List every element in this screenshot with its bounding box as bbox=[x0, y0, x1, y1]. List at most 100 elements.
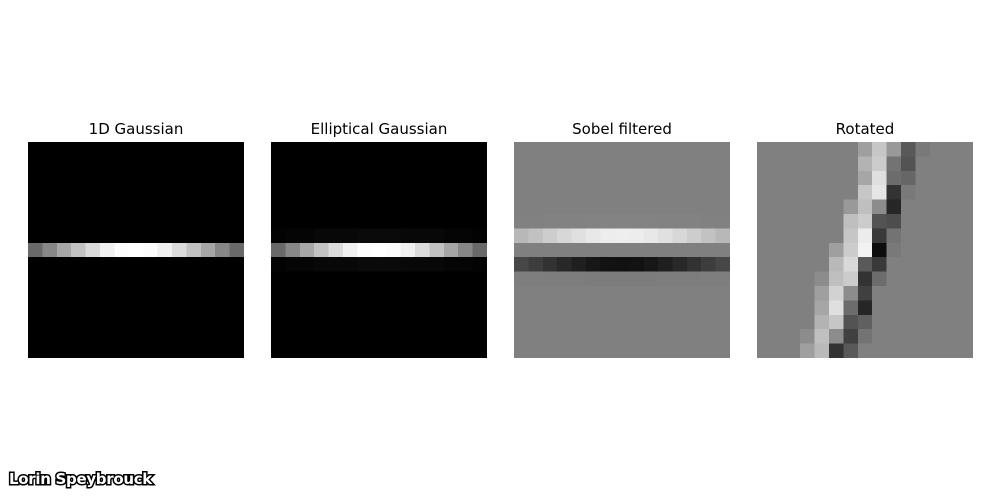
heatmap-cell bbox=[814, 142, 830, 157]
heatmap-cell bbox=[85, 156, 101, 171]
heatmap-cell bbox=[672, 142, 687, 157]
heatmap-cell bbox=[42, 343, 57, 358]
heatmap-cell bbox=[701, 242, 716, 258]
heatmap-cell bbox=[915, 343, 930, 358]
heatmap-cell bbox=[915, 170, 930, 186]
heatmap-cell bbox=[829, 170, 844, 186]
heatmap-cell bbox=[157, 300, 173, 315]
heatmap-cell bbox=[328, 199, 344, 215]
heatmap-cell bbox=[800, 185, 815, 200]
heatmap-cell bbox=[371, 329, 387, 344]
heatmap-cell bbox=[85, 343, 101, 358]
heatmap-cell bbox=[100, 214, 115, 229]
heatmap-cell bbox=[172, 343, 187, 358]
heatmap-cell bbox=[143, 286, 158, 301]
heatmap-cell bbox=[42, 170, 57, 186]
heatmap-cell bbox=[701, 214, 716, 229]
heatmap-cell bbox=[458, 286, 473, 301]
heatmap-cell bbox=[571, 185, 587, 200]
heatmap-cell bbox=[843, 185, 858, 200]
heatmap-cell bbox=[114, 170, 129, 186]
heatmap-cell bbox=[829, 228, 844, 243]
heatmap-cell bbox=[600, 199, 615, 215]
heatmap-cell bbox=[886, 329, 902, 344]
heatmap-cell bbox=[929, 257, 945, 272]
heatmap-cell bbox=[800, 300, 815, 315]
heatmap-cell bbox=[800, 228, 815, 243]
heatmap-cell bbox=[215, 271, 230, 287]
heatmap-cell bbox=[186, 300, 201, 315]
heatmap-cell bbox=[71, 314, 86, 330]
heatmap-cell bbox=[299, 343, 315, 358]
heatmap-cell bbox=[429, 329, 444, 344]
heatmap-cell bbox=[285, 314, 300, 330]
heatmap-cell bbox=[843, 257, 858, 272]
heatmap-cell bbox=[128, 185, 144, 200]
heatmap-cell bbox=[458, 199, 473, 215]
heatmap-cell bbox=[542, 242, 558, 258]
heatmap-cell bbox=[686, 314, 702, 330]
heatmap-cell bbox=[785, 271, 801, 287]
heatmap-cell bbox=[528, 156, 543, 171]
heatmap-cell bbox=[929, 185, 945, 200]
heatmap-cell bbox=[400, 185, 416, 200]
heatmap-cell bbox=[686, 170, 702, 186]
heatmap-cell bbox=[586, 286, 601, 301]
heatmap-cell bbox=[571, 257, 587, 272]
heatmap-cell bbox=[157, 242, 173, 258]
heatmap-cell bbox=[172, 185, 187, 200]
heatmap-cell bbox=[600, 271, 615, 287]
heatmap-cell bbox=[143, 228, 158, 243]
heatmap-cell bbox=[371, 314, 387, 330]
heatmap-cell bbox=[643, 300, 659, 315]
heatmap-cell bbox=[771, 343, 786, 358]
heatmap-cell bbox=[472, 257, 487, 272]
heatmap-cell bbox=[443, 185, 459, 200]
heatmap-cell bbox=[458, 343, 473, 358]
heatmap-cell bbox=[229, 314, 244, 330]
heatmap-cell bbox=[715, 300, 730, 315]
heatmap-cell bbox=[701, 228, 716, 243]
heatmap-cell bbox=[128, 257, 144, 272]
heatmap-cell bbox=[686, 271, 702, 287]
heatmap-rotated bbox=[757, 142, 973, 358]
heatmap-cell bbox=[514, 343, 529, 358]
heatmap-cell bbox=[600, 156, 615, 171]
heatmap-cell bbox=[157, 257, 173, 272]
heatmap-cell bbox=[701, 156, 716, 171]
heatmap-cell bbox=[829, 300, 844, 315]
heatmap-cell bbox=[285, 343, 300, 358]
heatmap-cell bbox=[614, 228, 630, 243]
heatmap-cell bbox=[100, 314, 115, 330]
heatmap-cell bbox=[901, 329, 916, 344]
heatmap-cell bbox=[443, 314, 459, 330]
panel-1d-gaussian: 1D Gaussian bbox=[28, 120, 244, 358]
heatmap-cell bbox=[785, 214, 801, 229]
heatmap-cell bbox=[157, 170, 173, 186]
heatmap-cell bbox=[586, 271, 601, 287]
heatmap-cell bbox=[299, 242, 315, 258]
heatmap-cell bbox=[701, 314, 716, 330]
heatmap-cell bbox=[357, 242, 372, 258]
heatmap-cell bbox=[600, 286, 615, 301]
heatmap-cell bbox=[100, 286, 115, 301]
heatmap-cell bbox=[343, 185, 358, 200]
heatmap-cell bbox=[658, 300, 673, 315]
heatmap-cell bbox=[56, 314, 72, 330]
heatmap-cell bbox=[28, 185, 43, 200]
heatmap-cell bbox=[415, 156, 430, 171]
heatmap-cell bbox=[100, 300, 115, 315]
heatmap-cell bbox=[415, 170, 430, 186]
heatmap-cell bbox=[857, 142, 873, 157]
heatmap-cell bbox=[328, 228, 344, 243]
heatmap-cell bbox=[658, 242, 673, 258]
heatmap-cell bbox=[357, 286, 372, 301]
heatmap-cell bbox=[56, 343, 72, 358]
heatmap-cell bbox=[715, 343, 730, 358]
panel-sobel-filtered: Sobel filtered bbox=[514, 120, 730, 358]
heatmap-cell bbox=[114, 329, 129, 344]
heatmap-cell bbox=[271, 156, 286, 171]
heatmap-cell bbox=[901, 271, 916, 287]
heatmap-cell bbox=[557, 257, 572, 272]
heatmap-cell bbox=[771, 300, 786, 315]
